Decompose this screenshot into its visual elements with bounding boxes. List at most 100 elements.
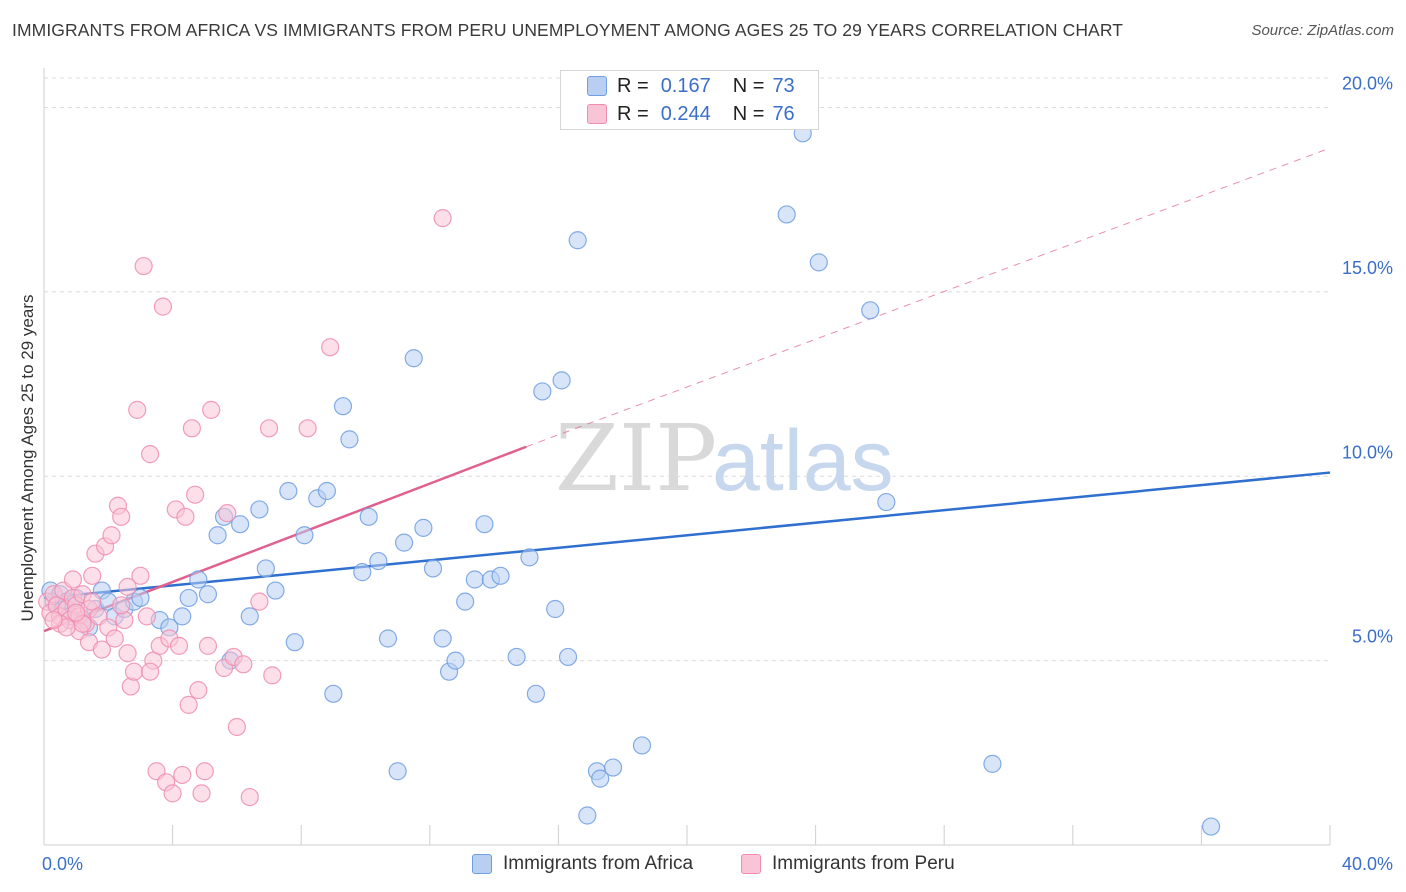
data-point (140, 662, 160, 681)
trend-line-africa (43, 471, 1331, 600)
data-point (603, 758, 623, 777)
data-point (128, 400, 147, 419)
data-point (317, 481, 337, 501)
data-point (231, 515, 250, 534)
data-point (809, 253, 828, 272)
data-point (179, 695, 198, 714)
data-point (533, 382, 552, 401)
legend-label-peru: Immigrants from Peru (772, 853, 955, 874)
data-point (92, 640, 111, 659)
data-point (433, 209, 452, 228)
data-point (359, 507, 378, 526)
data-point (189, 681, 208, 700)
n-value: 73 (772, 74, 795, 97)
data-point (112, 507, 131, 526)
data-point (134, 256, 153, 276)
series-points-peru (38, 209, 452, 807)
data-point (433, 629, 452, 648)
data-point (983, 754, 1002, 773)
data-point (176, 507, 195, 526)
data-point (163, 784, 182, 803)
data-point (227, 717, 246, 737)
data-point (333, 397, 353, 416)
data-point (877, 492, 896, 512)
data-point (67, 603, 86, 622)
grid-lines (44, 77, 1330, 662)
r-value: 0.244 (660, 102, 711, 125)
data-point (423, 559, 443, 578)
data-point (491, 566, 510, 585)
data-point (279, 481, 298, 501)
legend-swatch-africa (587, 76, 607, 96)
data-point (552, 371, 571, 390)
n-value: 76 (772, 102, 795, 125)
data-point (591, 769, 610, 788)
data-point (388, 762, 407, 781)
data-point (861, 301, 880, 320)
data-point (369, 551, 388, 571)
data-point (105, 629, 124, 648)
data-point (285, 633, 304, 652)
data-point (558, 647, 578, 667)
data-point (475, 515, 494, 534)
data-point (202, 400, 221, 419)
data-point (414, 518, 433, 537)
data-point (378, 629, 398, 648)
data-point (195, 762, 214, 781)
tick-labels: 5.0% 10.0% 15.0% 20.0% 0.0% 40.0% (42, 74, 1393, 875)
y-tick-label: 10.0% (1342, 442, 1393, 462)
data-point (44, 610, 63, 630)
correlation-legend: R = 0.167 N = 73 R = 0.244 N = 76 (560, 70, 819, 130)
data-point (118, 644, 137, 663)
n-label: N = (732, 102, 765, 125)
data-point (169, 636, 189, 655)
data-point (182, 419, 201, 438)
data-point (295, 526, 314, 545)
data-point (102, 526, 121, 545)
data-point (83, 566, 102, 585)
data-point (353, 563, 372, 582)
data-point (240, 607, 259, 626)
data-point (179, 588, 198, 608)
data-point (218, 504, 237, 523)
data-point (153, 297, 173, 316)
data-point (63, 570, 83, 589)
series-legend: Immigrants from Africa Immigrants from P… (0, 850, 1406, 880)
watermark: ZIP atlas (555, 405, 894, 512)
data-point (118, 577, 137, 596)
data-point (131, 566, 150, 585)
y-tick-label: 20.0% (1342, 74, 1393, 94)
y-tick-label: 15.0% (1342, 258, 1393, 278)
legend-row-peru: R = 0.244 N = 76 (561, 100, 795, 128)
data-point (465, 570, 484, 589)
r-label: R = (617, 74, 649, 97)
y-tick-label: 5.0% (1352, 627, 1393, 647)
legend-item-peru[interactable]: Immigrants from Peru (741, 850, 955, 878)
data-point (140, 445, 160, 464)
data-point (777, 205, 796, 224)
data-point (520, 548, 539, 567)
data-point (250, 592, 269, 611)
data-point (324, 684, 343, 703)
data-point (578, 806, 597, 825)
data-point (173, 607, 192, 626)
data-point (263, 666, 282, 685)
r-value: 0.167 (660, 74, 711, 97)
x-tick-label: 0.0% (42, 854, 83, 874)
data-point (546, 599, 565, 619)
legend-swatch-peru (587, 104, 607, 124)
data-point (321, 338, 340, 357)
legend-swatch-africa (472, 854, 492, 874)
data-point (394, 533, 414, 552)
data-point (250, 500, 269, 519)
watermark-zip: ZIP (555, 405, 717, 512)
legend-swatch-peru (741, 854, 761, 874)
data-point (234, 655, 253, 674)
data-point (192, 784, 211, 803)
data-point (1201, 817, 1221, 836)
data-point (186, 485, 205, 504)
legend-item-africa[interactable]: Immigrants from Africa (472, 850, 693, 878)
axes (43, 68, 1331, 846)
data-point (112, 596, 131, 615)
